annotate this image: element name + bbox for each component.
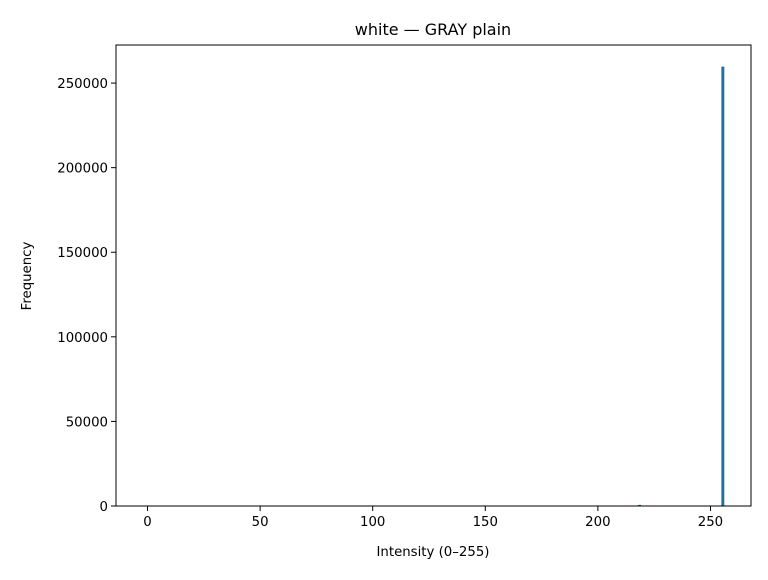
y-tick-label: 250000 <box>57 77 108 92</box>
x-axis-ticks: 0 50 100 150 200 250 <box>143 506 723 530</box>
histogram-bar <box>721 66 725 507</box>
x-tick-label: 200 <box>585 515 610 530</box>
y-tick-label: 150000 <box>57 246 108 261</box>
y-axis-ticks: 0 50000 100000 150000 200000 250000 <box>57 77 116 515</box>
y-tick-label: 0 <box>100 500 108 515</box>
plot-frame <box>115 44 752 507</box>
y-axis-label: Frequency <box>20 242 35 311</box>
y-tick-label: 50000 <box>66 415 108 430</box>
y-tick-label: 100000 <box>57 331 108 346</box>
y-tick-label: 200000 <box>57 162 108 177</box>
x-axis-label: Intensity (0–255) <box>377 545 490 560</box>
x-tick-label: 100 <box>360 515 385 530</box>
x-tick-label: 250 <box>698 515 723 530</box>
chart-title: white — GRAY plain <box>355 20 511 39</box>
x-tick-label: 0 <box>143 515 151 530</box>
x-tick-label: 50 <box>252 515 269 530</box>
x-tick-label: 150 <box>473 515 498 530</box>
